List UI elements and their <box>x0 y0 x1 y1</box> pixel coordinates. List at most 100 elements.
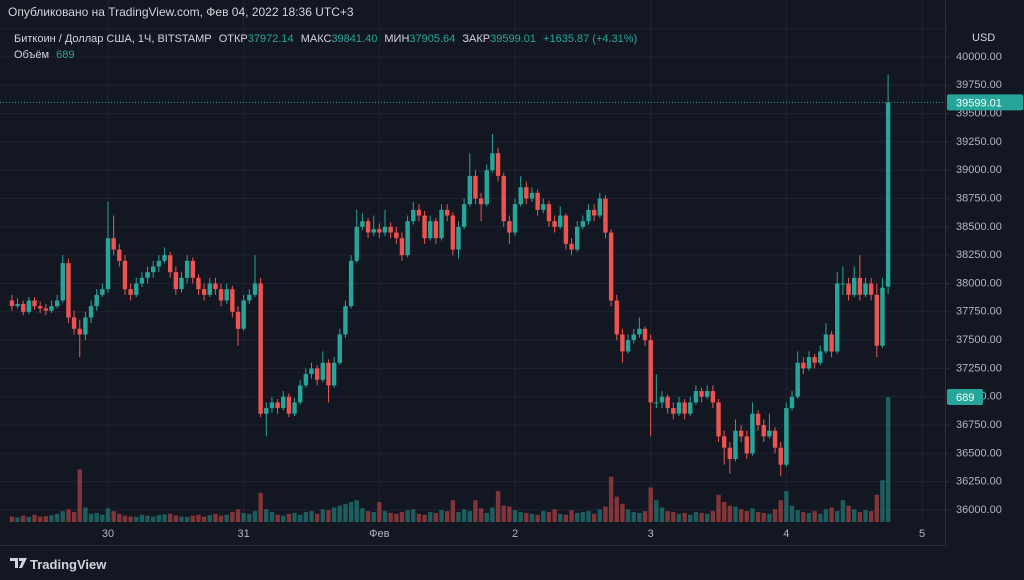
volume-bar <box>835 511 840 522</box>
candle-body <box>806 357 812 369</box>
candle-body <box>405 221 410 256</box>
published-note: Опубликовано на TradingView.com, Фев 04,… <box>8 5 354 19</box>
candle-body <box>569 243 574 250</box>
volume-bar <box>546 512 552 522</box>
candle-body <box>473 175 478 199</box>
volume-bar <box>9 516 15 522</box>
volume-bar <box>326 510 331 522</box>
volume-bar <box>705 513 710 522</box>
candle-body <box>563 215 569 244</box>
y-tick-label: 36250.00 <box>956 476 1002 488</box>
volume-bar <box>501 505 506 522</box>
volume-bar <box>524 512 529 522</box>
volume-bar <box>314 513 320 522</box>
volume-bar <box>586 511 591 522</box>
candle-body <box>60 263 65 301</box>
candle-body <box>196 277 201 290</box>
candle-body <box>863 283 868 295</box>
volume-bar <box>83 507 88 522</box>
candle-body <box>591 209 597 216</box>
volume-bar <box>167 513 173 522</box>
volume-bar <box>569 510 574 522</box>
volume-name: Объём <box>14 49 50 61</box>
volume-bar <box>281 515 286 522</box>
volume-bar <box>134 516 139 522</box>
low-label: МИН <box>384 33 410 45</box>
volume-bar <box>100 514 105 522</box>
candle-body <box>801 362 806 369</box>
volume-bar <box>264 509 269 522</box>
candle-body <box>314 368 320 380</box>
volume-bar <box>88 513 94 522</box>
candle-body <box>699 391 704 397</box>
candle-body <box>111 238 116 250</box>
y-tick-label: 38500.00 <box>956 221 1002 233</box>
candle-body <box>326 362 331 386</box>
candle-body <box>688 402 693 414</box>
candle-body <box>868 283 874 295</box>
candle-body <box>552 221 557 227</box>
candle-body <box>637 328 642 335</box>
volume-bar <box>801 512 806 522</box>
candle-body <box>230 289 235 312</box>
candle-body <box>608 232 614 301</box>
volume-bar <box>693 512 699 522</box>
candle-body <box>518 187 523 205</box>
volume-bar <box>190 515 195 522</box>
volume-bar <box>575 512 580 522</box>
footer-brand: TradingView <box>30 557 107 572</box>
volume-bar <box>885 397 891 522</box>
change-value: +1635.87 (+4.31%) <box>543 33 638 45</box>
volume-bar <box>269 512 275 522</box>
volume-bar <box>558 513 563 522</box>
volume-bar <box>710 511 716 522</box>
y-tick-label: 38000.00 <box>956 277 1002 289</box>
candle-body <box>580 221 586 227</box>
candle-body <box>659 396 665 403</box>
volume-bar <box>874 494 880 522</box>
candle-body <box>507 221 512 233</box>
volume-bar <box>620 503 625 522</box>
volume-bar <box>162 514 167 522</box>
candle-body <box>218 289 224 301</box>
volume-bar <box>37 516 43 522</box>
volume-bar <box>761 512 766 522</box>
candle-body <box>377 229 382 233</box>
volume-bar <box>117 513 122 522</box>
volume-bar <box>733 506 738 522</box>
y-tick-label: 38750.00 <box>956 192 1002 204</box>
volume-bar <box>541 511 546 522</box>
volume-bar <box>812 511 817 522</box>
volume-bar <box>676 513 682 522</box>
candle-body <box>721 436 727 448</box>
candle-body <box>874 294 880 346</box>
volume-bar <box>218 515 224 522</box>
candle-body <box>671 408 676 414</box>
candle-body <box>478 198 484 205</box>
volume-bar <box>784 491 789 522</box>
candle-body <box>620 334 625 352</box>
volume-bar <box>439 510 444 522</box>
volume-bar <box>151 516 156 522</box>
candle-body <box>88 306 94 318</box>
volume-bar <box>105 508 111 522</box>
volume-label: 689 <box>956 392 974 404</box>
candle-body <box>348 260 354 307</box>
candle-body <box>603 198 608 233</box>
overlay-layer: 39599.01 689 USD <box>0 22 1024 405</box>
candle-body <box>422 215 427 239</box>
volume-bar <box>688 514 693 522</box>
candle-body <box>105 238 111 290</box>
candle-body <box>835 283 840 352</box>
volume-bar <box>201 516 207 522</box>
candle-body <box>26 300 32 312</box>
volume-bar <box>563 514 569 522</box>
candle-body <box>388 226 393 233</box>
candle-body <box>789 396 795 409</box>
candle-layer <box>9 74 891 477</box>
candle-body <box>444 209 450 216</box>
candle-body <box>558 215 563 227</box>
candle-body <box>750 413 755 454</box>
volume-bar <box>54 513 60 522</box>
